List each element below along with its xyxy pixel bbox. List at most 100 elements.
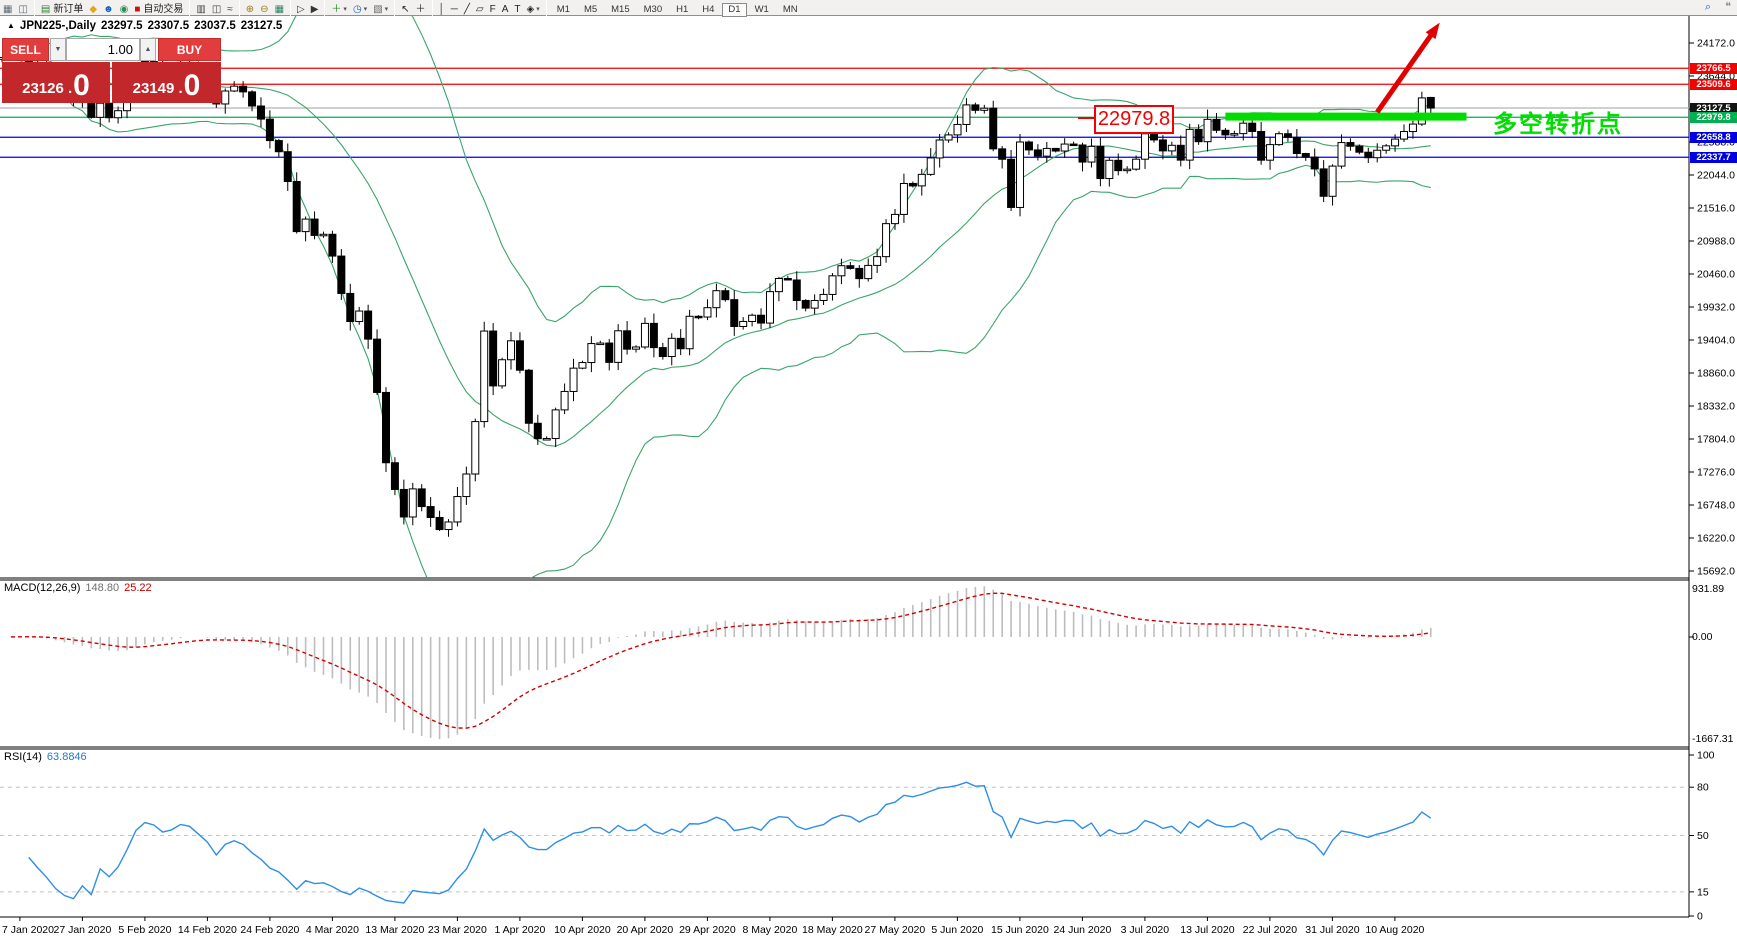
macd-axis-min: -1667.31 — [1692, 733, 1734, 745]
buy-price-pip: 0 — [183, 69, 201, 102]
sell-price-display[interactable]: 23126 . 0 — [2, 62, 110, 103]
timeframe-m5[interactable]: M5 — [583, 3, 598, 15]
collapse-panel-icon[interactable]: ▲ — [7, 21, 15, 30]
chart-shift-icon: ▶ — [310, 3, 319, 15]
timeframe-d1[interactable]: D1 — [722, 2, 747, 17]
zoom-out-icon[interactable]: ⊖ — [257, 3, 271, 16]
sell-price-base: 23126 . — [22, 80, 73, 97]
shapes-button[interactable]: ◈ ▾ — [524, 3, 543, 16]
search-icon[interactable]: ⌕ — [1702, 1, 1714, 14]
timeframe-h4[interactable]: H4 — [702, 3, 715, 15]
timeframe-m1[interactable]: M1 — [556, 3, 570, 15]
chart-shift-icon[interactable]: ▶ — [308, 3, 322, 16]
chevron-down-icon[interactable]: ▾ — [536, 5, 540, 13]
label-button: T — [514, 3, 521, 15]
auto-scroll-icon[interactable]: ▷ — [294, 3, 308, 16]
toolbar-separator — [431, 0, 433, 16]
chevron-down-icon[interactable]: ▾ — [363, 5, 368, 13]
price-axis-marker: 23127.5 — [1690, 102, 1737, 114]
volume-decrease-button[interactable]: ▼ — [50, 38, 66, 61]
autotrading-button[interactable]: ■ 自动交易 — [131, 3, 186, 16]
sell-price-pip: 0 — [73, 69, 90, 102]
trend-arrow-annotation[interactable] — [1375, 29, 1437, 114]
cursor-button[interactable]: ↖ — [398, 3, 412, 16]
trendline-button[interactable]: ╱ — [461, 3, 473, 16]
svg-text:20988.0: 20988.0 — [1697, 236, 1735, 248]
date-axis-label: 22 Jul 2020 — [1243, 924, 1297, 936]
volume-increase-button[interactable]: ▲ — [140, 38, 156, 61]
templates-button[interactable]: ▧ ▾ — [370, 3, 391, 16]
alerts-icon[interactable]: ◆ — [86, 3, 100, 16]
vline-button[interactable]: │ — [436, 3, 448, 16]
price-axis-marker: 23766.5 — [1690, 62, 1737, 74]
cursor-button: ↖ — [401, 3, 410, 15]
candle-chart-icon[interactable]: ◫ — [209, 3, 224, 16]
date-axis-label: 23 Mar 2020 — [428, 924, 487, 936]
timeframe-h1[interactable]: H1 — [676, 3, 689, 15]
timeframe-m30[interactable]: M30 — [643, 3, 663, 15]
support-band-annotation[interactable] — [1225, 112, 1467, 121]
line-chart-icon[interactable]: ≈ — [224, 3, 236, 16]
toolbar-separator — [238, 0, 240, 16]
quote-close: 23127.5 — [240, 20, 283, 32]
buy-price-display[interactable]: 23149 . 0 — [112, 62, 221, 103]
new-order-button[interactable]: ▤ 新订单 — [38, 3, 86, 16]
profiles-icon[interactable]: ◫ — [15, 3, 30, 16]
svg-text:19932.0: 19932.0 — [1697, 302, 1735, 314]
date-axis-label: 4 Mar 2020 — [306, 924, 359, 936]
macd-axis-zero: 0.00 — [1692, 631, 1713, 643]
tile-windows-icon[interactable]: ▦ — [272, 3, 287, 16]
signals-icon: ◉ — [119, 3, 129, 15]
vline-button: │ — [438, 3, 445, 15]
timeframe-w1[interactable]: W1 — [754, 3, 769, 15]
buy-button[interactable]: BUY — [158, 38, 221, 61]
date-axis-label: 8 May 2020 — [742, 924, 797, 936]
timeframe-mn[interactable]: MN — [782, 3, 798, 15]
date-axis-label: 29 Apr 2020 — [679, 924, 736, 936]
indicators-button[interactable]: ＋ ▾ — [328, 3, 350, 16]
new-chart-icon[interactable]: ▦ — [0, 3, 15, 16]
zoom-in-icon[interactable]: ⊕ — [243, 3, 257, 16]
candle-chart-icon: ◫ — [211, 3, 222, 15]
macd-indicator-label: MACD(12,26,9) 148.80 25.22 — [4, 582, 152, 594]
new-order-button-label: 新订单 — [53, 3, 84, 15]
chevron-down-icon[interactable]: ▾ — [384, 5, 389, 13]
periods-button[interactable]: ◷ ▾ — [350, 3, 370, 16]
trend-note-annotation[interactable]: 多空转折点 — [1493, 111, 1623, 138]
alerts-icon: ◆ — [89, 3, 98, 15]
toolbar-separator — [545, 0, 547, 16]
date-axis-label: 10 Aug 2020 — [1365, 924, 1424, 936]
channel-button[interactable]: ▱ — [473, 3, 487, 16]
fibonacci-button[interactable]: F — [487, 3, 499, 16]
svg-text:19404.0: 19404.0 — [1697, 335, 1735, 347]
hline-button: ─ — [450, 3, 458, 15]
chat-icon: ❝ — [1725, 1, 1731, 13]
bar-chart-icon[interactable]: ▥ — [193, 3, 208, 16]
sell-button[interactable]: SELL — [2, 38, 49, 61]
zoom-in-icon: ⊕ — [245, 3, 255, 15]
rsi-indicator-label: RSI(14) 63.8846 — [4, 751, 87, 763]
label-button[interactable]: T — [511, 3, 523, 16]
date-axis-label: 13 Mar 2020 — [365, 924, 424, 936]
svg-text:50: 50 — [1697, 830, 1709, 842]
hline-button[interactable]: ─ — [448, 3, 461, 16]
chat-icon[interactable]: ❝ — [1722, 1, 1734, 14]
crosshair-button[interactable]: ＋ — [413, 3, 429, 16]
toolbar-items: ▦ ◫ ▤ 新订单 ◆ ☻ ◉ ■ 自动交易 ▥ ◫ ≈ ⊕ ⊖ ▦ ▷ ▶ ＋ ▾ ◷ ▾ ▧ ▾ ↖ ＋ │ ─ ╱ ▱ F A T ◈ ▾ — [0, 0, 550, 17]
text-button[interactable]: A — [499, 3, 512, 16]
svg-text:17804.0: 17804.0 — [1697, 434, 1735, 446]
date-axis-label: 14 Feb 2020 — [178, 924, 237, 936]
svg-text:16220.0: 16220.0 — [1697, 533, 1735, 545]
channel-button: ▱ — [475, 3, 484, 15]
chevron-down-icon[interactable]: ▾ — [343, 5, 347, 13]
price-flag-annotation[interactable]: 22979.8 — [1094, 105, 1174, 134]
signals-icon[interactable]: ◉ — [117, 3, 132, 16]
community-icon[interactable]: ☻ — [100, 3, 117, 16]
svg-text:22044.0: 22044.0 — [1697, 170, 1735, 182]
volume-input[interactable] — [66, 38, 140, 61]
trendline-button: ╱ — [463, 3, 470, 15]
timeframe-m15[interactable]: M15 — [611, 3, 630, 15]
price-axis-marker: 22979.8 — [1690, 111, 1737, 123]
